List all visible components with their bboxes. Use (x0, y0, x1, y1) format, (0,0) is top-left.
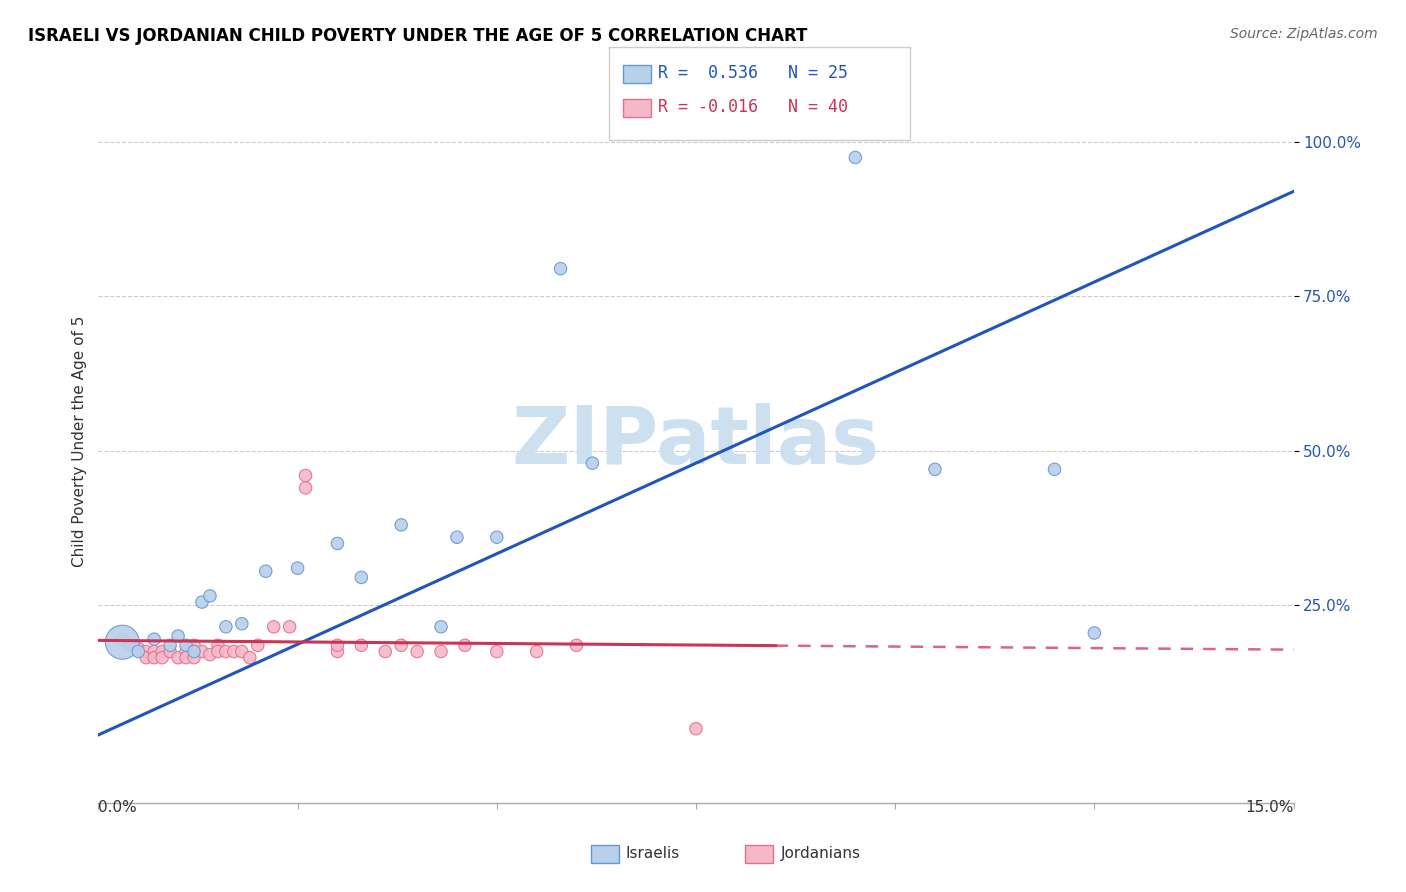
Y-axis label: Child Poverty Under the Age of 5: Child Poverty Under the Age of 5 (72, 316, 87, 567)
Point (485, 530, 508, 544)
Point (207, 638, 229, 652)
Point (350, 638, 373, 652)
Point (485, 644, 508, 658)
Point (1083, 626, 1105, 640)
Point (924, 462, 946, 476)
Point (231, 616, 253, 631)
Point (294, 468, 316, 483)
Point (844, 151, 866, 165)
Point (278, 620, 301, 634)
Point (120, 638, 142, 652)
Point (183, 638, 205, 652)
Point (174, 644, 197, 658)
Point (150, 650, 173, 665)
Point (207, 644, 229, 658)
Point (111, 635, 134, 649)
Point (326, 644, 349, 658)
Point (174, 650, 197, 665)
Point (326, 638, 349, 652)
Point (222, 644, 245, 658)
Point (143, 632, 166, 647)
Point (526, 644, 548, 658)
Point (374, 644, 396, 658)
Point (174, 638, 197, 652)
Point (454, 638, 477, 652)
Point (111, 632, 134, 647)
Point (581, 456, 603, 470)
Point (231, 644, 253, 658)
Point (127, 644, 149, 658)
Point (685, 722, 707, 736)
Point (1043, 462, 1066, 476)
Point (565, 638, 588, 652)
Point (150, 644, 173, 658)
Point (143, 650, 166, 665)
Point (246, 638, 269, 652)
Text: Jordanians: Jordanians (780, 847, 860, 861)
Text: ISRAELI VS JORDANIAN CHILD POVERTY UNDER THE AGE OF 5 CORRELATION CHART: ISRAELI VS JORDANIAN CHILD POVERTY UNDER… (28, 27, 807, 45)
Point (183, 644, 205, 658)
Point (159, 644, 181, 658)
Text: R = -0.016   N = 40: R = -0.016 N = 40 (658, 98, 848, 116)
Point (239, 650, 262, 665)
Point (430, 644, 453, 658)
Text: R =  0.536   N = 25: R = 0.536 N = 25 (658, 64, 848, 82)
Point (350, 570, 373, 584)
Point (326, 536, 349, 550)
Point (191, 644, 214, 658)
Point (159, 638, 181, 652)
Point (143, 644, 166, 658)
Text: Source: ZipAtlas.com: Source: ZipAtlas.com (1230, 27, 1378, 41)
Point (294, 481, 316, 495)
Text: ZIPatlas: ZIPatlas (512, 402, 880, 481)
Point (135, 650, 157, 665)
Point (198, 589, 221, 603)
Point (406, 644, 429, 658)
Point (389, 517, 412, 532)
Text: 0.0%: 0.0% (98, 800, 138, 814)
Point (127, 641, 149, 656)
Point (550, 261, 572, 276)
Point (215, 644, 238, 658)
Point (263, 620, 285, 634)
Point (167, 650, 190, 665)
Point (430, 620, 453, 634)
Point (198, 648, 221, 662)
Point (446, 530, 468, 544)
Point (167, 629, 190, 643)
Point (389, 638, 412, 652)
Point (287, 561, 309, 575)
Point (191, 595, 214, 609)
Text: Israelis: Israelis (626, 847, 681, 861)
Point (135, 644, 157, 658)
Point (183, 650, 205, 665)
Point (215, 620, 238, 634)
Point (254, 564, 277, 578)
Text: 15.0%: 15.0% (1246, 800, 1294, 814)
